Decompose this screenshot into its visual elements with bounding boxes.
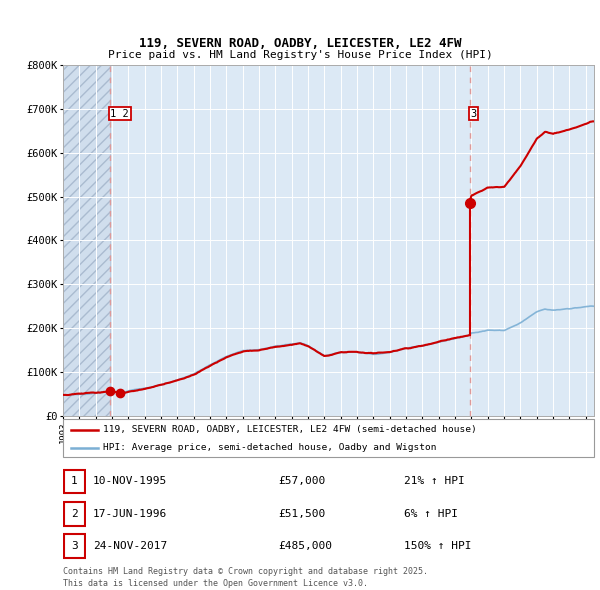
Bar (63, 65, 110, 416)
Text: Price paid vs. HM Land Registry's House Price Index (HPI): Price paid vs. HM Land Registry's House … (107, 50, 493, 60)
Text: HPI: Average price, semi-detached house, Oadby and Wigston: HPI: Average price, semi-detached house,… (103, 443, 436, 452)
Bar (63, 65, 110, 416)
Text: 1: 1 (71, 477, 78, 486)
Text: 150% ↑ HPI: 150% ↑ HPI (404, 542, 471, 551)
FancyBboxPatch shape (63, 419, 594, 457)
FancyBboxPatch shape (64, 470, 85, 493)
Text: 21% ↑ HPI: 21% ↑ HPI (404, 477, 464, 486)
Text: Contains HM Land Registry data © Crown copyright and database right 2025.
This d: Contains HM Land Registry data © Crown c… (63, 568, 428, 588)
Text: 3: 3 (71, 542, 78, 551)
Text: 6% ↑ HPI: 6% ↑ HPI (404, 509, 458, 519)
Text: £51,500: £51,500 (278, 509, 326, 519)
Text: 119, SEVERN ROAD, OADBY, LEICESTER, LE2 4FW: 119, SEVERN ROAD, OADBY, LEICESTER, LE2 … (139, 37, 461, 50)
FancyBboxPatch shape (64, 502, 85, 526)
Text: 119, SEVERN ROAD, OADBY, LEICESTER, LE2 4FW (semi-detached house): 119, SEVERN ROAD, OADBY, LEICESTER, LE2 … (103, 425, 476, 434)
Text: 10-NOV-1995: 10-NOV-1995 (93, 477, 167, 486)
FancyBboxPatch shape (64, 535, 85, 558)
Text: 24-NOV-2017: 24-NOV-2017 (93, 542, 167, 551)
Text: 3: 3 (470, 109, 477, 119)
Text: 1 2: 1 2 (110, 109, 129, 119)
Text: 17-JUN-1996: 17-JUN-1996 (93, 509, 167, 519)
Bar (470, 65, 594, 416)
Text: 2: 2 (71, 509, 78, 519)
Text: £57,000: £57,000 (278, 477, 326, 486)
Text: £485,000: £485,000 (278, 542, 332, 551)
